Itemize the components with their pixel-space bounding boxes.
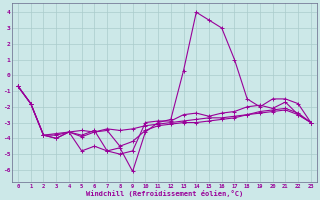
X-axis label: Windchill (Refroidissement éolien,°C): Windchill (Refroidissement éolien,°C) xyxy=(86,190,243,197)
